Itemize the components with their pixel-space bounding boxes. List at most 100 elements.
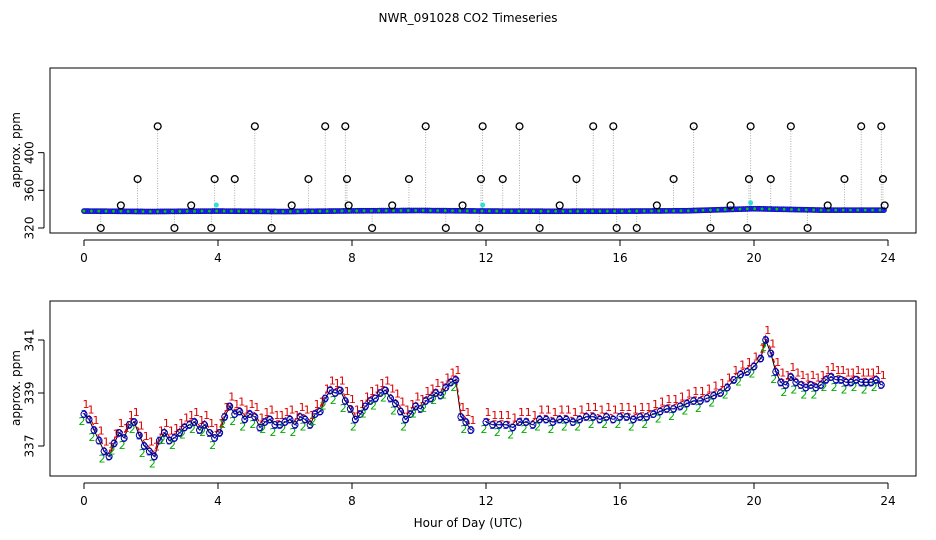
marker-3: 3: [744, 366, 751, 379]
baseline-point-green: [804, 208, 808, 212]
spike-point: [207, 223, 216, 233]
marker-1: 1: [369, 385, 376, 398]
marker-2: 2: [350, 421, 357, 434]
marker-2: 2: [209, 439, 216, 452]
marker-1: 1: [444, 372, 451, 385]
marker-3: 3: [317, 406, 324, 419]
marker-2: 2: [199, 426, 206, 439]
x-tick-label: 4: [214, 251, 222, 265]
marker-1: 1: [672, 393, 679, 406]
data-point: [135, 431, 143, 439]
x-tick-label: 0: [80, 494, 88, 508]
spike-point: [589, 122, 598, 131]
marker-2: 2: [320, 399, 327, 412]
baseline-point-green: [207, 209, 211, 213]
data-point: [140, 442, 148, 450]
marker-2: 2: [521, 423, 528, 436]
data-point: [583, 413, 590, 421]
marker-1: 1: [592, 401, 599, 414]
data-point: [105, 453, 113, 461]
data-point: [226, 402, 234, 410]
baseline-point-green: [716, 208, 720, 212]
data-point: [489, 421, 497, 429]
marker-1: 1: [379, 377, 386, 390]
baseline-point-green: [126, 209, 130, 213]
marker-1: 1: [774, 356, 781, 369]
data-point: [762, 336, 770, 344]
top-plot-frame: [49, 67, 917, 234]
marker-1: 1: [138, 419, 145, 432]
data-point: [549, 418, 557, 426]
marker-3: 3: [853, 374, 860, 387]
marker-1: 1: [639, 401, 646, 414]
data-point: [636, 413, 644, 421]
x-tick-label: 24: [880, 251, 895, 265]
marker-3: 3: [603, 411, 610, 424]
marker-1: 1: [498, 409, 505, 422]
marker-3: 3: [670, 403, 677, 416]
marker-3: 3: [156, 435, 163, 448]
spike-point: [187, 201, 196, 210]
marker-3: 3: [271, 419, 278, 432]
marker-2: 2: [735, 375, 742, 388]
marker-1: 1: [394, 388, 401, 401]
marker-2: 2: [119, 439, 126, 452]
baseline-point-green: [782, 207, 786, 211]
baseline-point-green: [237, 209, 241, 213]
marker-3: 3: [392, 398, 399, 411]
marker-1: 1: [198, 414, 205, 427]
marker-3: 3: [161, 427, 168, 440]
data-point: [696, 397, 704, 405]
marker-2: 2: [574, 421, 581, 434]
marker-3: 3: [111, 437, 118, 450]
marker-3: 3: [848, 376, 855, 389]
spike-point: [726, 201, 735, 210]
marker-1: 1: [794, 366, 801, 379]
marker-3: 3: [772, 366, 779, 379]
marker-1: 1: [284, 406, 291, 419]
marker-1: 1: [531, 409, 538, 422]
data-point: [556, 416, 564, 423]
marker-3: 3: [496, 419, 503, 432]
baseline-point-green: [465, 209, 469, 213]
spike-point: [321, 122, 330, 131]
marker-1: 1: [753, 351, 760, 364]
marker-3: 3: [287, 414, 294, 427]
marker-2: 2: [129, 423, 136, 436]
marker-3: 3: [251, 411, 258, 424]
baseline-point-green: [347, 209, 351, 213]
marker-2: 2: [760, 341, 767, 354]
marker-1: 1: [870, 366, 877, 379]
marker-3: 3: [407, 408, 414, 421]
marker-1: 1: [835, 364, 842, 377]
x-tick-label: 20: [746, 494, 761, 508]
baseline-point-green: [539, 209, 543, 213]
marker-1: 1: [814, 372, 821, 385]
marker-3: 3: [523, 416, 530, 429]
baseline-point-green: [333, 209, 336, 213]
baseline-point-green: [458, 209, 462, 213]
baseline-point-green: [296, 209, 300, 213]
data-point: [757, 355, 765, 363]
baseline-point-green: [119, 209, 123, 213]
data-point: [351, 416, 359, 423]
marker-1: 1: [238, 396, 245, 409]
spike-point: [744, 174, 754, 184]
marker-1: 1: [329, 374, 336, 387]
marker-3: 3: [332, 387, 339, 400]
marker-3: 3: [357, 408, 364, 421]
marker-2: 2: [561, 421, 568, 434]
marker-1: 1: [469, 414, 476, 427]
marker-1: 1: [168, 425, 175, 438]
marker-1: 1: [632, 404, 639, 417]
marker-3: 3: [767, 347, 774, 360]
marker-1: 1: [518, 406, 525, 419]
marker-3: 3: [136, 429, 143, 442]
marker-1: 1: [354, 404, 361, 417]
marker-1: 1: [545, 404, 552, 417]
bottom-y-axis-label: approx. ppm: [9, 350, 23, 426]
x-axis-label: Hour of Day (UTC): [414, 516, 523, 530]
spike-point: [652, 201, 661, 210]
marker-3: 3: [843, 376, 850, 389]
marker-3: 3: [166, 435, 173, 448]
